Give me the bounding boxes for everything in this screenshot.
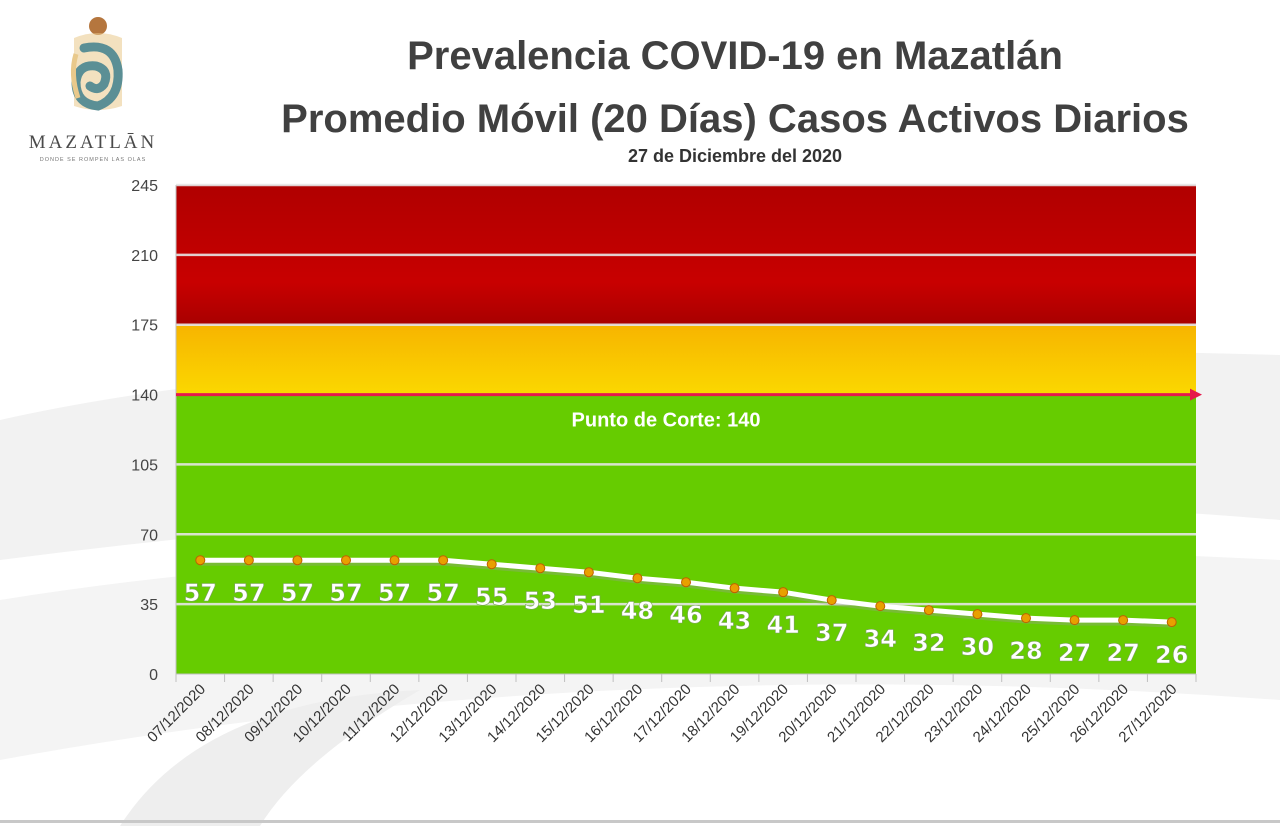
logo-wordmark: MAZATLĀN [28,132,158,153]
data-point [681,577,691,588]
footer-divider [0,820,1280,823]
data-label: 51 [572,591,605,619]
chart-title: Prevalencia COVID-19 en Mazatlán [407,34,1063,78]
chart-subtitle: Promedio Móvil (20 Días) Casos Activos D… [281,97,1189,141]
data-label: 30 [961,633,994,661]
data-label: 46 [669,601,702,629]
data-point [826,595,837,606]
data-point [778,587,789,598]
y-tick-label: 245 [131,178,158,195]
data-point [243,555,254,566]
y-tick-label: 140 [131,388,158,405]
data-label: 48 [621,597,654,625]
data-label: 53 [524,587,557,615]
data-point [1118,615,1129,626]
logo-tagline: DONDE SE ROMPEN LAS OLAS [39,157,147,163]
y-tick-label: 210 [131,248,158,265]
chart-date: 27 de Diciembre del 2020 [627,146,843,166]
data-label: 57 [426,579,459,607]
y-tick-label: 70 [140,527,158,544]
data-label: 32 [912,629,945,657]
data-label: 34 [864,625,897,653]
data-point [292,555,303,566]
data-point [195,555,206,566]
y-tick-label: 105 [131,457,158,474]
data-label: 57 [184,579,217,607]
data-label: 43 [718,607,751,635]
mazatlan-logo: MAZATLĀN DONDE SE ROMPEN LAS OLAS [18,14,168,174]
data-label: 26 [1155,641,1188,669]
data-label: 28 [1009,637,1042,665]
data-point [923,605,934,616]
data-label: 57 [378,579,411,607]
data-label: 27 [1058,639,1091,667]
data-point [972,609,983,620]
data-point [1021,613,1031,624]
data-point [486,559,497,570]
data-point [1069,615,1080,626]
data-point [632,573,643,584]
y-tick-label: 175 [131,318,158,335]
data-label: 41 [766,611,799,639]
data-label: 57 [329,579,362,607]
data-label: 55 [475,583,508,611]
y-tick-label: 35 [140,597,158,614]
data-point [729,583,740,594]
data-point [535,563,546,574]
mazatlan-emblem-icon [70,17,123,111]
data-point [875,601,886,612]
data-point [341,555,351,566]
data-point [1166,617,1177,628]
y-tick-label: 0 [149,667,158,684]
data-point [389,555,400,566]
threshold-label: Punto de Corte: 140 [572,410,761,432]
data-label: 57 [232,579,265,607]
data-label: 57 [281,579,314,607]
data-label: 37 [815,619,848,647]
data-point [583,567,594,578]
data-label: 27 [1106,639,1139,667]
band-1 [176,324,1196,395]
threshold-arrow-icon [1190,388,1202,401]
data-point [438,555,449,566]
